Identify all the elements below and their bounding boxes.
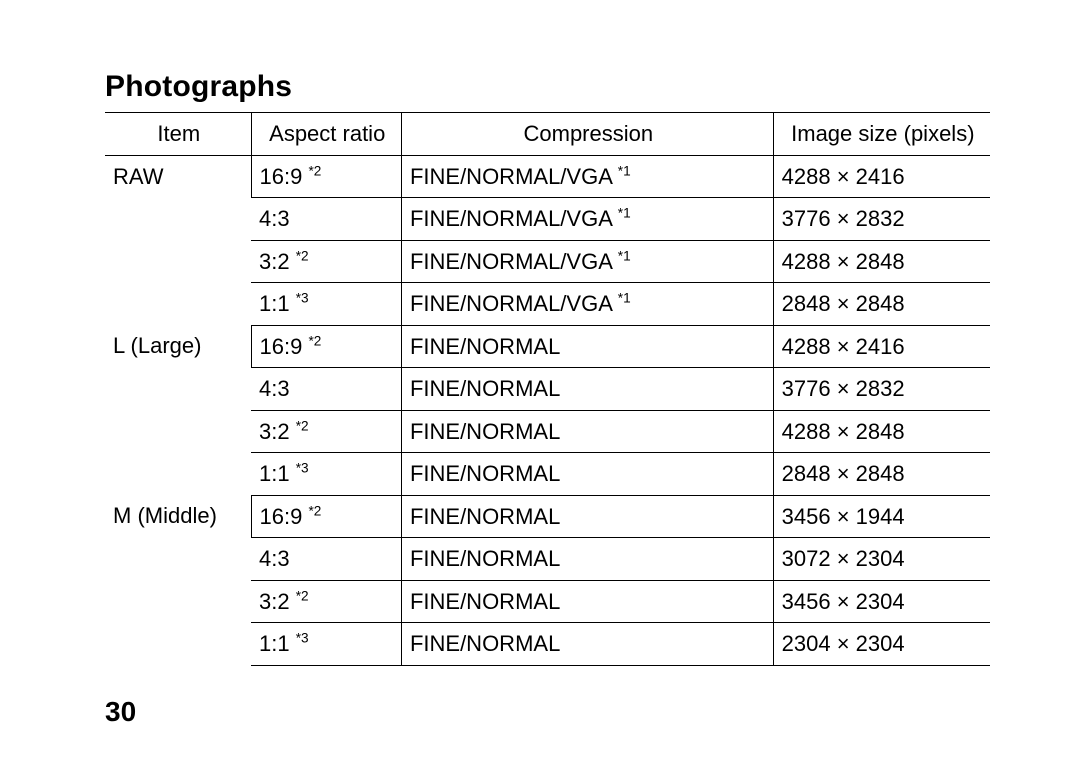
- col-item: Item: [105, 113, 251, 156]
- section-heading: Photographs: [105, 70, 990, 104]
- aspect-value: 4:3: [259, 206, 290, 231]
- cell-size: 3776 × 2832: [773, 198, 990, 241]
- cell-aspect: 4:3: [251, 538, 401, 581]
- compression-value: FINE/NORMAL: [410, 546, 560, 571]
- aspect-footnote: *3: [296, 461, 309, 476]
- table-row: RAW16:9 *2FINE/NORMAL/VGA *14288 × 2416: [105, 155, 990, 198]
- col-aspect: Aspect ratio: [251, 113, 401, 156]
- aspect-value: 16:9: [260, 334, 303, 359]
- aspect-footnote: *2: [296, 248, 309, 263]
- cell-compression: FINE/NORMAL/VGA *1: [401, 240, 773, 283]
- cell-aspect: 1:1 *3: [251, 623, 401, 666]
- aspect-value: 1:1: [259, 291, 290, 316]
- compression-value: FINE/NORMAL: [410, 376, 560, 401]
- cell-aspect: 16:9 *2: [251, 495, 401, 538]
- cell-compression: FINE/NORMAL/VGA *1: [401, 283, 773, 326]
- cell-aspect: 1:1 *3: [251, 453, 401, 496]
- cell-item: L (Large): [105, 325, 251, 495]
- aspect-footnote: *2: [296, 418, 309, 433]
- compression-footnote: *1: [618, 163, 631, 178]
- cell-size: 2848 × 2848: [773, 283, 990, 326]
- compression-value: FINE/NORMAL: [410, 334, 560, 359]
- aspect-footnote: *2: [308, 503, 321, 518]
- aspect-footnote: *3: [296, 291, 309, 306]
- cell-aspect: 3:2 *2: [251, 580, 401, 623]
- cell-size: 3072 × 2304: [773, 538, 990, 581]
- table-row: M (Middle)16:9 *2FINE/NORMAL3456 × 1944: [105, 495, 990, 538]
- cell-item: M (Middle): [105, 495, 251, 665]
- compression-footnote: *1: [618, 291, 631, 306]
- page: Photographs Item Aspect ratio Compressio…: [0, 0, 1080, 758]
- cell-aspect: 3:2 *2: [251, 240, 401, 283]
- cell-compression: FINE/NORMAL: [401, 453, 773, 496]
- page-number: 30: [105, 696, 990, 728]
- cell-aspect: 16:9 *2: [251, 155, 401, 198]
- aspect-footnote: *2: [308, 163, 321, 178]
- col-size: Image size (pixels): [773, 113, 990, 156]
- compression-value: FINE/NORMAL: [410, 461, 560, 486]
- aspect-value: 4:3: [259, 376, 290, 401]
- cell-size: 4288 × 2416: [773, 325, 990, 368]
- compression-value: FINE/NORMAL/VGA: [410, 206, 612, 231]
- cell-compression: FINE/NORMAL: [401, 623, 773, 666]
- cell-aspect: 3:2 *2: [251, 410, 401, 453]
- cell-size: 3776 × 2832: [773, 368, 990, 411]
- aspect-value: 1:1: [259, 631, 290, 656]
- compression-value: FINE/NORMAL: [410, 504, 560, 529]
- compression-value: FINE/NORMAL: [410, 589, 560, 614]
- cell-item: RAW: [105, 155, 251, 325]
- cell-compression: FINE/NORMAL: [401, 538, 773, 581]
- cell-aspect: 4:3: [251, 198, 401, 241]
- aspect-value: 1:1: [259, 461, 290, 486]
- compression-value: FINE/NORMAL/VGA: [410, 291, 612, 316]
- cell-size: 4288 × 2848: [773, 240, 990, 283]
- cell-size: 2848 × 2848: [773, 453, 990, 496]
- cell-aspect: 1:1 *3: [251, 283, 401, 326]
- aspect-footnote: *2: [296, 588, 309, 603]
- compression-value: FINE/NORMAL/VGA: [410, 249, 612, 274]
- compression-value: FINE/NORMAL/VGA: [410, 164, 612, 189]
- cell-size: 2304 × 2304: [773, 623, 990, 666]
- aspect-value: 4:3: [259, 546, 290, 571]
- table-header-row: Item Aspect ratio Compression Image size…: [105, 113, 990, 156]
- cell-size: 4288 × 2848: [773, 410, 990, 453]
- aspect-value: 3:2: [259, 249, 290, 274]
- aspect-value: 3:2: [259, 589, 290, 614]
- compression-value: FINE/NORMAL: [410, 631, 560, 656]
- cell-compression: FINE/NORMAL/VGA *1: [401, 155, 773, 198]
- cell-compression: FINE/NORMAL: [401, 580, 773, 623]
- cell-compression: FINE/NORMAL: [401, 368, 773, 411]
- aspect-value: 16:9: [260, 164, 303, 189]
- cell-aspect: 16:9 *2: [251, 325, 401, 368]
- cell-size: 3456 × 2304: [773, 580, 990, 623]
- compression-value: FINE/NORMAL: [410, 419, 560, 444]
- cell-compression: FINE/NORMAL/VGA *1: [401, 198, 773, 241]
- cell-size: 3456 × 1944: [773, 495, 990, 538]
- aspect-value: 16:9: [260, 504, 303, 529]
- compression-footnote: *1: [618, 206, 631, 221]
- cell-compression: FINE/NORMAL: [401, 495, 773, 538]
- aspect-footnote: *2: [308, 333, 321, 348]
- table-row: L (Large)16:9 *2FINE/NORMAL4288 × 2416: [105, 325, 990, 368]
- aspect-footnote: *3: [296, 631, 309, 646]
- aspect-value: 3:2: [259, 419, 290, 444]
- col-compression: Compression: [401, 113, 773, 156]
- compression-footnote: *1: [618, 248, 631, 263]
- photographs-table: Item Aspect ratio Compression Image size…: [105, 112, 990, 666]
- cell-aspect: 4:3: [251, 368, 401, 411]
- cell-size: 4288 × 2416: [773, 155, 990, 198]
- cell-compression: FINE/NORMAL: [401, 410, 773, 453]
- cell-compression: FINE/NORMAL: [401, 325, 773, 368]
